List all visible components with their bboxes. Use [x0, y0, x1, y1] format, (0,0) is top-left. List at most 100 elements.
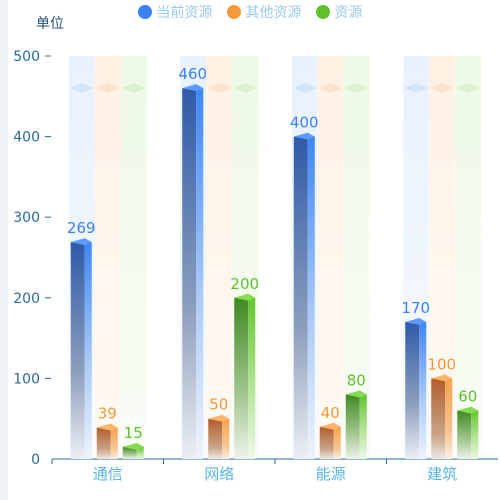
bar-right-face: [196, 88, 204, 460]
bar-background-cap: [207, 83, 232, 93]
legend-item-series-2[interactable]: 资源: [315, 2, 363, 22]
bar-top-face: [122, 442, 144, 450]
bar[interactable]: [70, 238, 92, 459]
bar-right-face: [359, 394, 367, 459]
bar-left-face: [122, 446, 137, 459]
bar-left-face: [431, 378, 446, 459]
bar-background-cap: [292, 83, 317, 93]
bar-right-face: [136, 446, 144, 459]
bar-top-face: [182, 84, 204, 92]
bar-top-face: [431, 374, 453, 382]
data-label: 40: [321, 404, 340, 422]
bar-right-face: [333, 426, 341, 459]
bar-right-face: [471, 410, 479, 459]
bar[interactable]: [208, 414, 230, 459]
bar-background-cap: [121, 83, 146, 93]
data-label: 60: [458, 388, 477, 406]
bar[interactable]: [96, 423, 118, 459]
legend-label-series-1: 其他资源: [245, 5, 302, 21]
data-label: 39: [98, 405, 117, 423]
bar-right-face: [248, 297, 256, 459]
y-tick-label: 400: [13, 130, 40, 146]
bar[interactable]: [122, 442, 144, 459]
bar-top-face: [457, 406, 479, 414]
bar-background-cap: [456, 83, 481, 93]
bar-left-face: [70, 242, 85, 459]
bar-background: [94, 56, 121, 459]
bar-background-cap: [430, 83, 455, 93]
bar[interactable]: [234, 293, 256, 459]
bar[interactable]: [182, 84, 204, 460]
data-label: 100: [427, 355, 456, 373]
bar-top-face: [345, 390, 367, 398]
bar-background-cap: [95, 83, 120, 93]
bar-top-face: [96, 423, 118, 431]
bar-background-cap: [404, 83, 429, 93]
legend: 当前资源 其他资源 资源: [0, 2, 500, 22]
x-tick-label: 能源: [316, 465, 346, 483]
bar-background-cap: [233, 83, 258, 93]
y-axis-label: 单位: [36, 16, 64, 32]
bar[interactable]: [345, 390, 367, 459]
data-label: 269: [67, 219, 96, 237]
legend-marker-series-0: [137, 5, 152, 19]
bar-top-face: [293, 132, 315, 140]
bar[interactable]: [319, 422, 341, 459]
data-label: 200: [230, 275, 259, 293]
bar-left-face: [234, 297, 249, 459]
bar-left-face: [457, 410, 472, 459]
legend-item-series-0[interactable]: 当前资源: [137, 2, 213, 22]
bar-background: [206, 56, 233, 459]
legend-marker-series-1: [226, 5, 241, 19]
bar-right-face: [110, 427, 118, 459]
bar-right-face: [445, 378, 453, 459]
left-strip: [0, 0, 8, 500]
legend-label-series-0: 当前资源: [156, 5, 213, 21]
bar-background: [455, 56, 482, 459]
bar-background: [317, 56, 344, 459]
legend-marker-series-2: [315, 5, 330, 19]
bar-background-cap: [69, 83, 94, 93]
data-label: 50: [209, 396, 228, 414]
bar-top-face: [405, 317, 427, 325]
y-tick-label: 200: [13, 291, 40, 307]
bar[interactable]: [405, 317, 427, 459]
bar-right-face: [307, 136, 315, 459]
bar[interactable]: [457, 406, 479, 459]
bar-left-face: [405, 321, 420, 459]
y-tick-label: 100: [13, 371, 40, 387]
y-tick-label: 300: [13, 210, 40, 226]
bar[interactable]: [293, 132, 315, 459]
bar-top-face: [319, 422, 341, 430]
bar-background: [120, 56, 147, 459]
data-label: 400: [290, 114, 319, 132]
data-label: 80: [347, 372, 366, 390]
bar-left-face: [208, 418, 223, 459]
y-tick-label: 0: [31, 452, 40, 468]
bar[interactable]: [431, 374, 453, 459]
bar-background-cap: [318, 83, 343, 93]
bar-left-face: [293, 136, 308, 459]
bar-right-face: [84, 242, 92, 459]
bar-left-face: [182, 88, 197, 460]
bar-right-face: [419, 321, 427, 459]
data-label: 15: [124, 424, 143, 442]
bar-top-face: [208, 414, 230, 422]
legend-item-series-1[interactable]: 其他资源: [226, 2, 302, 22]
bar-top-face: [70, 238, 92, 246]
bar-right-face: [222, 418, 230, 459]
x-tick-label: 建筑: [427, 465, 457, 483]
data-label: 170: [401, 299, 430, 317]
bar-top-face: [234, 293, 256, 301]
legend-label-series-2: 资源: [334, 5, 363, 21]
bar-left-face: [345, 394, 360, 459]
axes: 0 100 200 300 400 500 通信 网络 能源 建筑: [13, 49, 498, 483]
data-label: 460: [178, 65, 207, 83]
x-tick-label: 网络: [204, 465, 234, 483]
x-tick-label: 通信: [93, 465, 123, 483]
bar-background-cap: [344, 83, 369, 93]
bar-left-face: [96, 427, 111, 459]
